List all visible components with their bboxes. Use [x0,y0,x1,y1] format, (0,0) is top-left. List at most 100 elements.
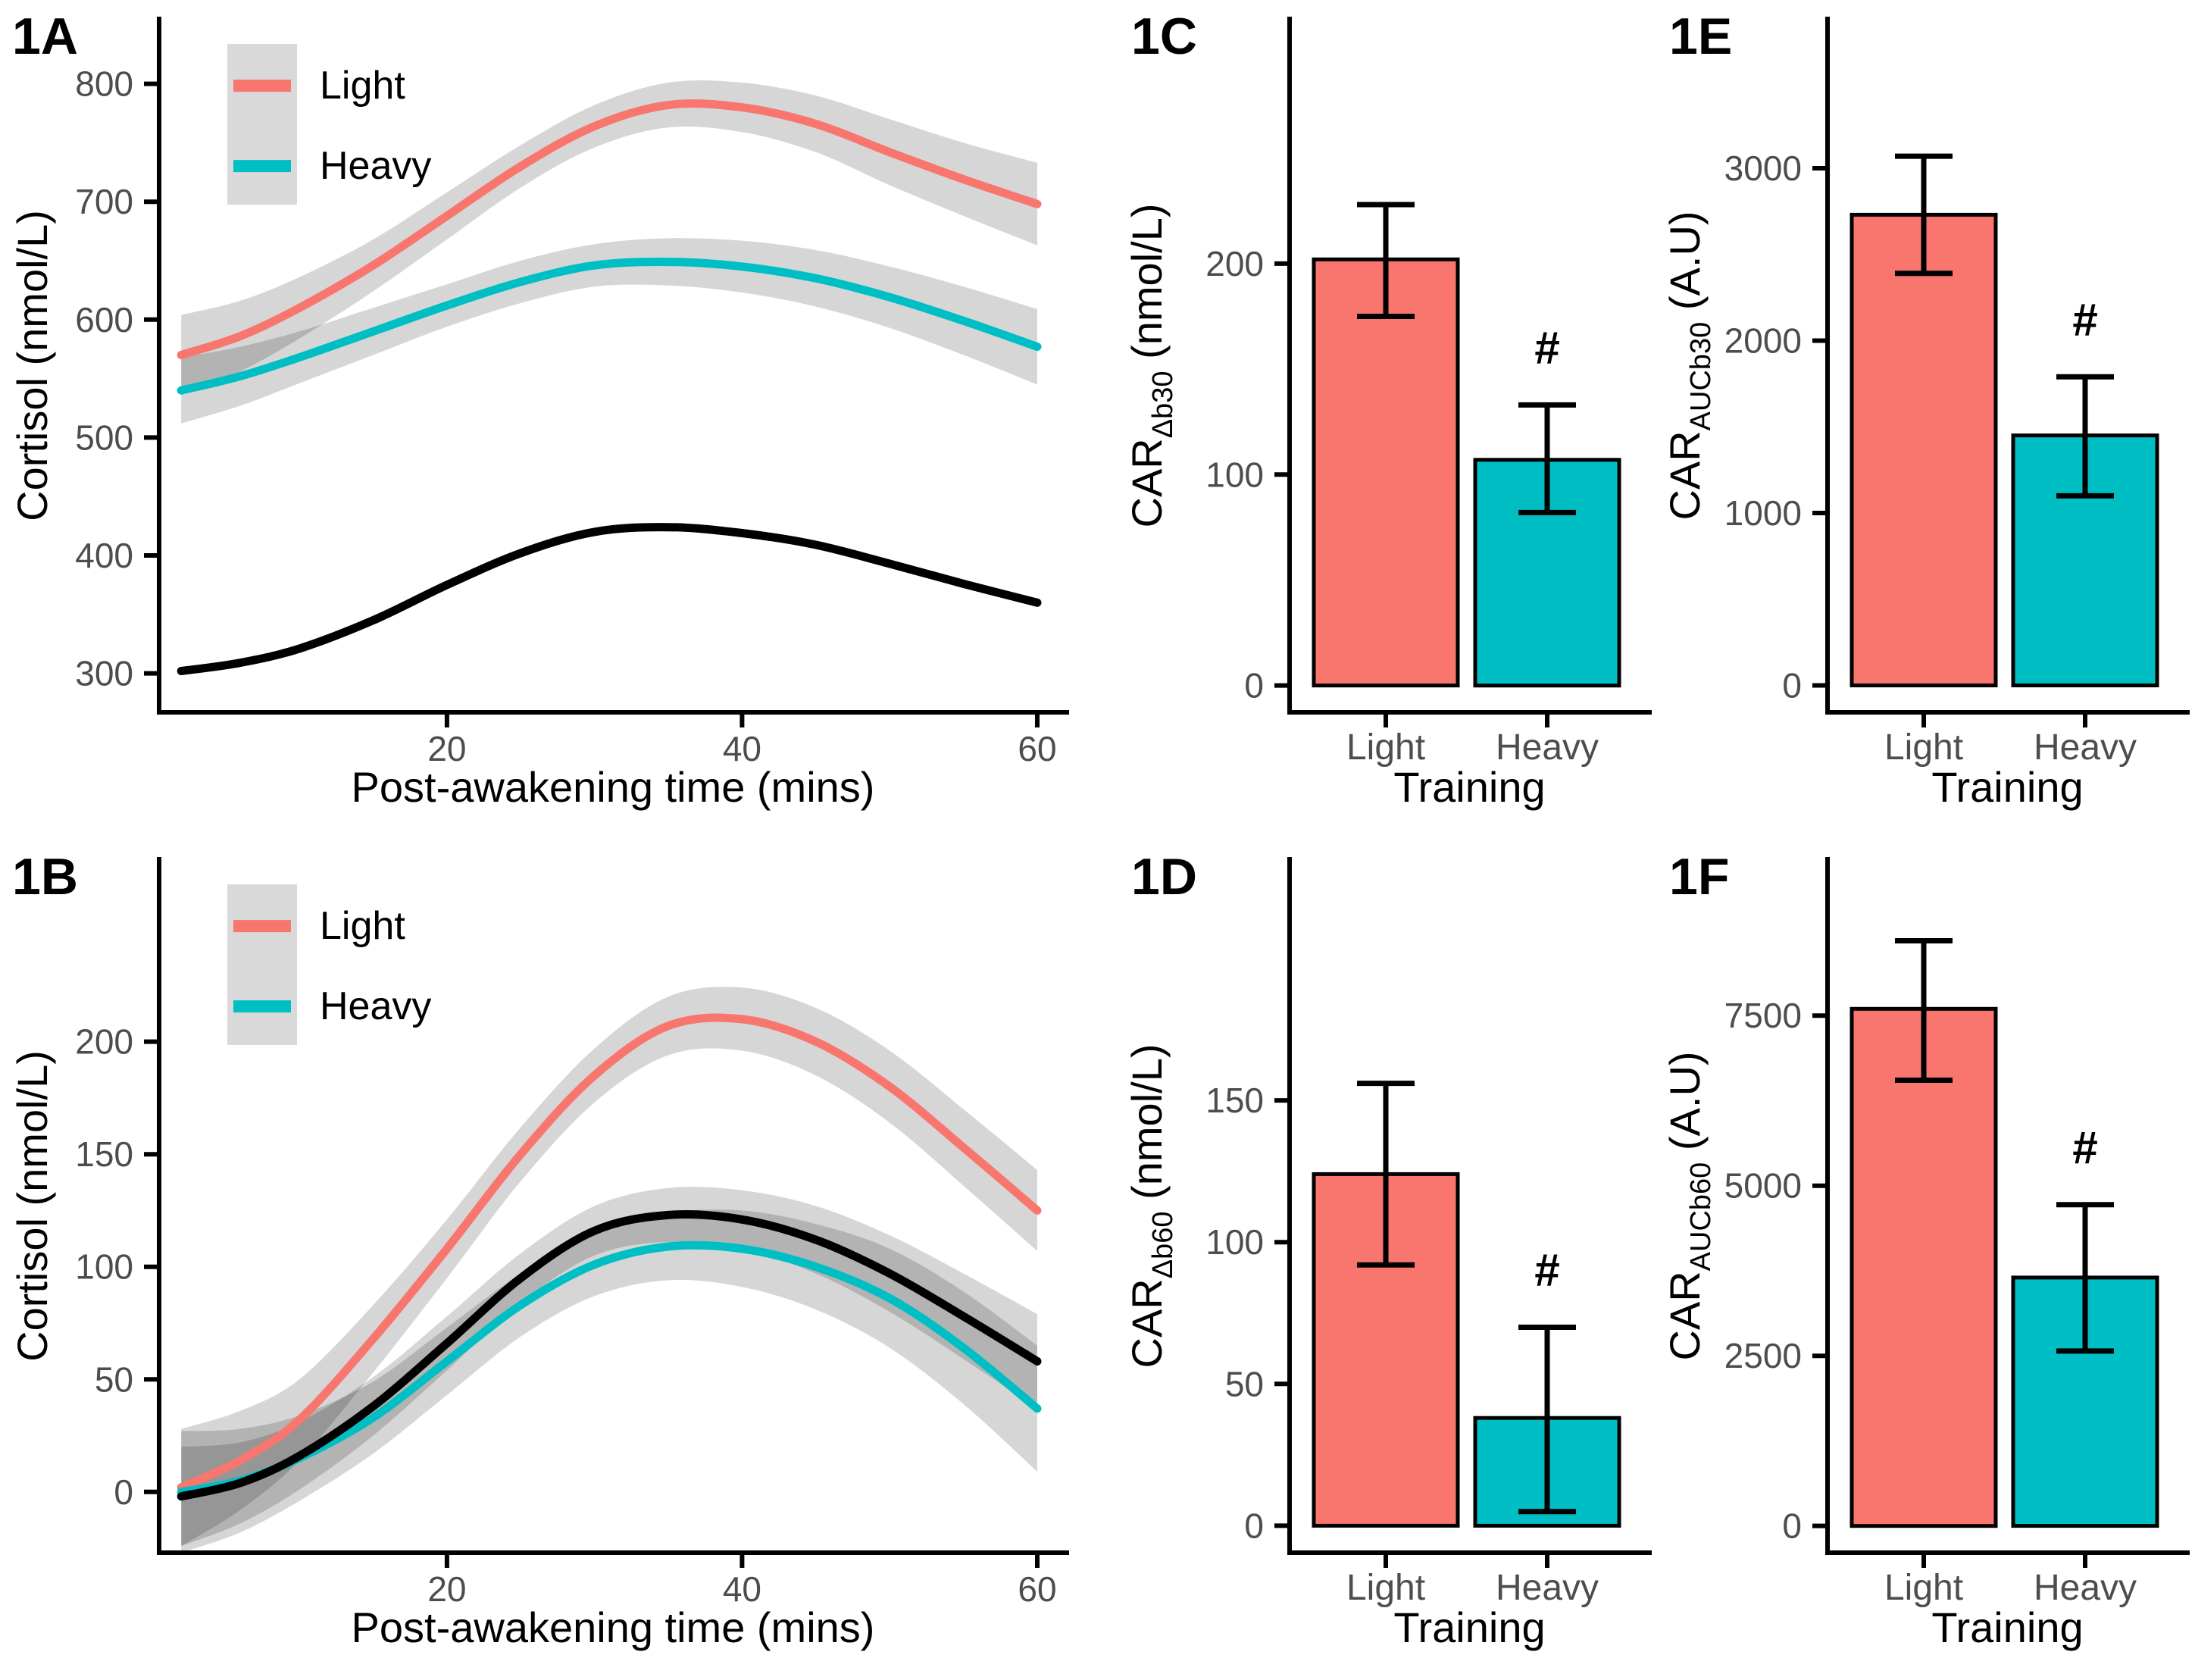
y-tick-label: 100 [75,1247,133,1287]
line-overall [177,523,1042,675]
axes: 0 50 100 150 200 20 40 60 [75,857,1069,1609]
significance-marker: # [2072,294,2097,345]
panel-1b: 1B 0 50 100 150 200 20 40 60 Post-awakening time… [0,840,1099,1680]
x-axis-title: Training [1393,1603,1545,1651]
panel-label-1b: 1B [12,848,78,906]
panel-label-1c: 1C [1131,8,1197,65]
category-label-light: Light [1346,727,1425,768]
axes: 0 2500 5000 7500 Light Heavy [1724,857,2190,1608]
y-axis-title: CARΔb30 (nmol/L) [1123,204,1179,528]
error-bar-light [1895,153,1953,277]
significance-marker: # [1534,1245,1559,1296]
axes: 0 50 100 150 Light Heavy [1205,857,1652,1608]
y-tick-label: 0 [1782,666,1802,705]
legend-key-background [227,884,297,1045]
y-tick-label: 7500 [1724,996,1802,1035]
panel-1d: 1D #0 50 100 150 Light Heavy Training CARΔb60 (… [1119,840,1657,1680]
category-label-light: Light [1884,727,1963,768]
line-chart-cortisol-rise: 0 50 100 150 200 20 40 60 Post-awakening time (m… [8,857,1069,1651]
ribbon-heavy [181,238,1038,424]
y-tick-label: 0 [114,1472,133,1512]
panel-label-1a: 1A [12,8,78,65]
legend-key-background [227,44,297,205]
category-label-heavy: Heavy [2034,1568,2137,1608]
y-tick-label: 0 [1244,1506,1264,1545]
category-label-heavy: Heavy [1496,1568,1599,1608]
ribbon-heavy [181,1209,1038,1553]
x-axis-title: Training [1931,1603,2083,1651]
y-tick-label: 1000 [1724,493,1802,533]
x-axis-title: Post-awakening time (mins) [352,1603,875,1651]
significance-marker: # [1534,322,1559,373]
x-tick-label: 20 [427,1569,466,1609]
x-axis-title: Training [1931,763,2083,811]
category-label-light: Light [1346,1568,1425,1608]
x-tick-label: 60 [1018,729,1056,768]
panel-1a: 1A 300 400 500 600 700 800 20 40 60 Post-awakenin… [0,0,1099,840]
y-tick-label: 200 [75,1022,133,1062]
legend-label-light: Light [320,64,405,108]
y-tick-label: 3000 [1724,149,1802,188]
y-tick-label: 50 [95,1359,133,1399]
y-axis-title: Cortisol (nmol/L) [8,210,56,521]
category-label-heavy: Heavy [1496,727,1599,768]
y-axis-title: CARΔb60 (nmol/L) [1123,1044,1179,1369]
bars [1312,202,1621,688]
y-tick-label: 600 [75,300,133,339]
y-tick-label: 0 [1782,1506,1802,1546]
y-tick-label: 500 [75,418,133,457]
error-bar-heavy [2056,1202,2114,1354]
error-bar-light [1895,938,1953,1083]
y-tick-label: 800 [75,64,133,104]
error-bar-heavy [1518,1325,1576,1515]
x-tick-label: 20 [427,729,466,768]
y-tick-label: 2500 [1724,1336,1802,1375]
panel-label-1e: 1E [1669,8,1733,65]
series-lines [177,99,1042,675]
error-bar-heavy [2056,374,2114,499]
y-tick-label: 0 [1244,666,1264,705]
axes: 0 1000 2000 3000 Light Heavy [1724,17,2190,768]
y-tick-label: 200 [1205,244,1264,283]
y-tick-label: 300 [75,654,133,693]
x-tick-label: 60 [1018,1569,1056,1609]
error-bar-heavy [1518,402,1576,515]
line-chart-cortisol-raw: 300 400 500 600 700 800 20 40 60 Post-awakening t… [8,17,1069,811]
line-light [177,99,1042,359]
ribbon-overall [181,1187,1038,1547]
y-axis-title: Cortisol (nmol/L) [8,1050,56,1362]
y-axis-title: CARAUCb30 (A.U) [1661,211,1717,520]
bar-light [1849,212,1998,687]
category-label-light: Light [1884,1568,1963,1608]
legend-label-heavy: Heavy [320,144,431,188]
legend-label-light: Light [320,904,405,948]
significance-marker: # [2072,1122,2097,1173]
x-axis-title: Training [1393,763,1545,811]
bars [1312,1081,1621,1528]
axes: 300 400 500 600 700 800 20 40 60 [75,17,1069,768]
series-lines [177,1013,1042,1501]
y-tick-label: 400 [75,536,133,575]
axes: 0 100 200 Light Heavy [1205,17,1652,768]
x-tick-label: 40 [723,729,761,768]
y-axis-title: CARAUCb60 (A.U) [1661,1051,1717,1360]
legend: Light Heavy [227,44,431,205]
legend: Light Heavy [227,884,431,1045]
error-bar-light [1357,1081,1415,1268]
x-axis-title: Post-awakening time (mins) [352,763,875,811]
category-label-heavy: Heavy [2034,727,2137,768]
panel-label-1d: 1D [1131,848,1197,906]
y-tick-label: 150 [75,1134,133,1174]
line-overall [177,1210,1042,1501]
y-tick-label: 5000 [1724,1166,1802,1206]
line-heavy [177,258,1042,395]
y-tick-label: 150 [1205,1081,1264,1120]
y-tick-label: 100 [1205,455,1264,494]
panel-1f: 1F #0 2500 5000 7500 Light Heavy Training CARAU… [1657,840,2195,1680]
panel-1e: 1E #0 1000 2000 3000 Light Heavy Training CARAU… [1657,0,2195,840]
confidence-ribbons [181,987,1038,1553]
